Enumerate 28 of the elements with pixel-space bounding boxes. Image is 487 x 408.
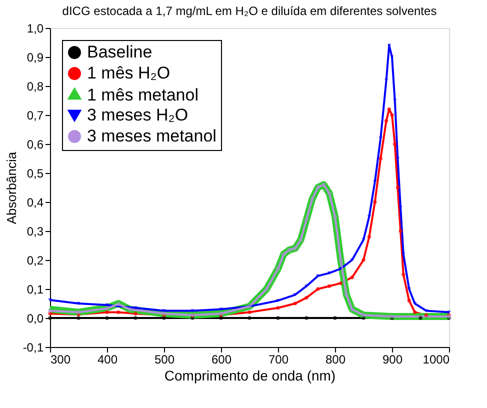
legend-label: 1 mês metanol — [87, 86, 198, 104]
x-tick-label: 700 — [268, 352, 289, 366]
y-tick-label: 0,3 — [26, 224, 44, 238]
y-tick-label: 0,5 — [26, 166, 44, 180]
x-tick-label: 1000 — [422, 352, 450, 366]
legend-label: 3 meses metanol — [87, 126, 216, 146]
x-axis-title: Comprimento de onda (nm) — [164, 368, 336, 384]
y-tick-label: 0,8 — [26, 80, 44, 94]
y-axis-title: Absorbância — [4, 151, 19, 224]
x-tick-label: 400 — [97, 352, 118, 366]
chart-title: dICG estocada a 1,7 mg/mL em H₂O e diluída em diferentes solventes — [62, 4, 437, 18]
y-tick-label: 0,6 — [26, 138, 44, 152]
y-tick-label: 0,7 — [26, 108, 44, 122]
y-tick-label: -0,1 — [22, 340, 44, 354]
y-tick-label: 0,0 — [26, 312, 44, 326]
legend-label: 1 mês H₂O — [87, 64, 170, 82]
y-tick-label: 1,0 — [26, 22, 44, 36]
x-tick-label: 500 — [154, 352, 175, 366]
x-tick-label: 300 — [50, 352, 71, 366]
y-tick-label: 0,9 — [26, 50, 44, 64]
y-tick-label: 0,4 — [26, 196, 44, 210]
x-tick-label: 600 — [211, 352, 232, 366]
y-tick-label: 0,1 — [26, 282, 44, 296]
y-tick-label: 0,2 — [26, 254, 44, 268]
legend-label: Baseline — [87, 42, 152, 62]
x-tick-label: 900 — [382, 352, 403, 366]
legend-label: 3 meses H₂O — [87, 106, 188, 124]
x-tick-label: 800 — [325, 352, 346, 366]
